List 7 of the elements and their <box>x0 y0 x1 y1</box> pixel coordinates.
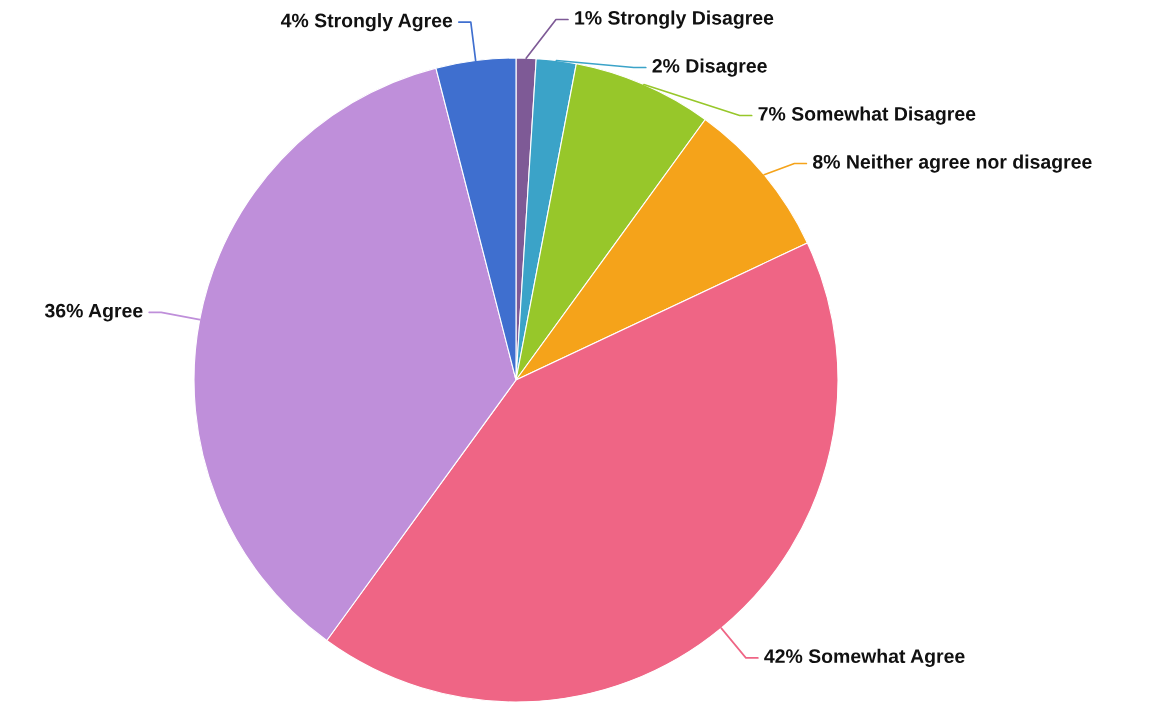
slice-label: 4% Strongly Agree <box>280 13 453 32</box>
slice-label: 2% Disagree <box>652 58 767 77</box>
slice-label: 7% Somewhat Disagree <box>758 106 976 125</box>
slice-label: 36% Agree <box>44 303 143 322</box>
slice-label: 42% Somewhat Agree <box>764 648 965 667</box>
slice-label: 1% Strongly Disagree <box>575 10 774 29</box>
slice-label: 8% Neither agree nor disagree <box>813 154 1092 173</box>
